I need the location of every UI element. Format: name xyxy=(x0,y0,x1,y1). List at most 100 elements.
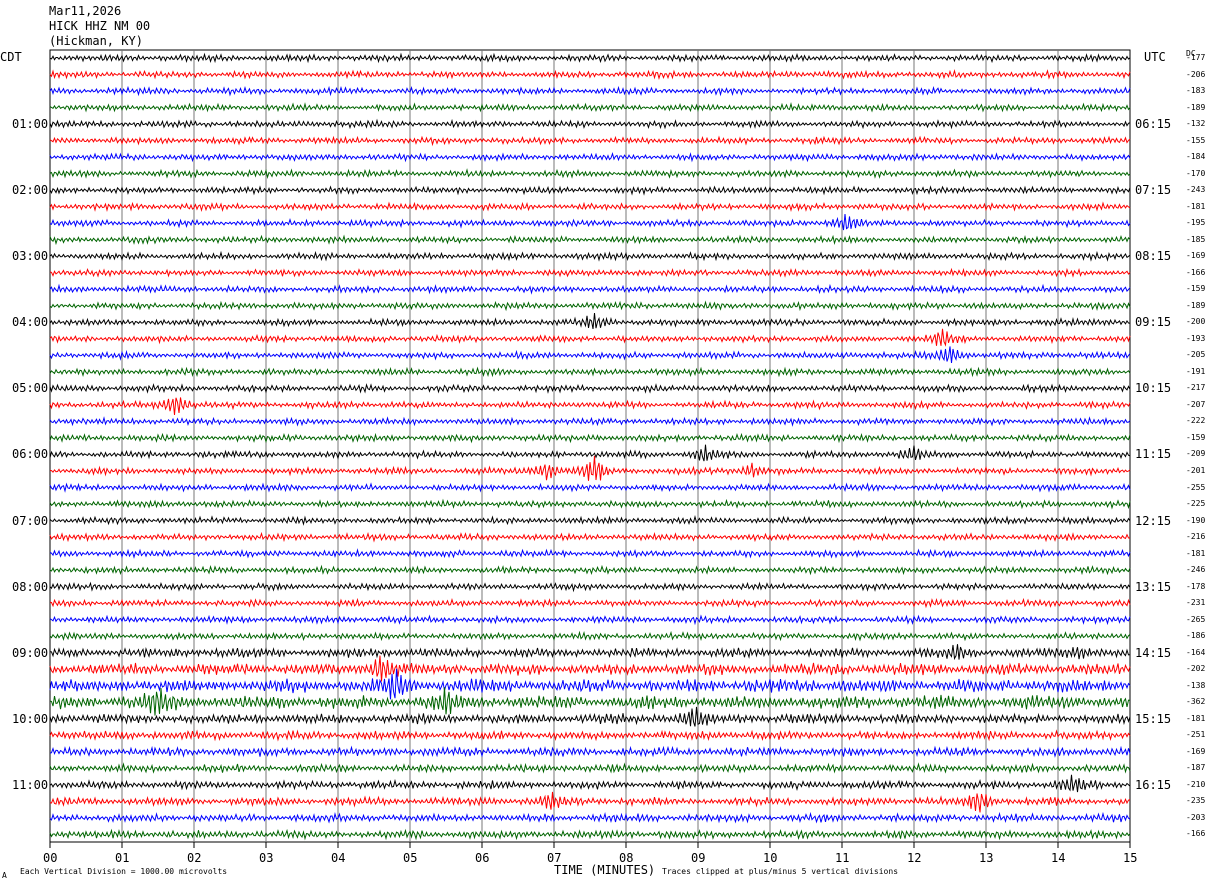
dc-offset-value: -243 xyxy=(1186,185,1206,195)
dc-label: DC xyxy=(1186,49,1196,58)
left-hour-label: 05:00 xyxy=(12,381,49,396)
dc-offset-value: -138 xyxy=(1186,680,1206,690)
right-hour-label: 06:15 xyxy=(1135,117,1172,132)
dc-offset-value: -155 xyxy=(1186,135,1206,145)
dc-offset-value: -183 xyxy=(1186,86,1206,96)
seismic-trace xyxy=(49,482,1131,493)
seismic-trace xyxy=(49,118,1131,130)
header-date: Mar11,2026 xyxy=(49,4,122,18)
dc-offset-value: -164 xyxy=(1186,647,1206,657)
dc-offset-value: -210 xyxy=(1186,779,1206,789)
dc-offset-value: -206 xyxy=(1186,69,1206,79)
dc-offset-value: -190 xyxy=(1186,515,1206,525)
seismic-trace xyxy=(49,581,1131,593)
dc-offset-value: -186 xyxy=(1186,631,1206,641)
seismic-trace xyxy=(49,531,1131,543)
dc-offset-value: -184 xyxy=(1186,152,1206,162)
seismic-trace xyxy=(49,52,1131,64)
seismic-trace xyxy=(49,328,1131,347)
x-tick-label: 08 xyxy=(619,851,634,865)
clip-note: Traces clipped at plus/minus 5 vertical … xyxy=(662,867,899,876)
header-location: (Hickman, KY) xyxy=(49,34,143,48)
seismic-trace xyxy=(49,811,1131,824)
seismic-trace xyxy=(49,312,1131,329)
dc-offset-value: -207 xyxy=(1186,399,1206,409)
dc-offset-value: -216 xyxy=(1186,532,1206,542)
seismic-trace xyxy=(49,366,1131,378)
dc-offset-value: -362 xyxy=(1186,697,1206,707)
left-hour-label: 10:00 xyxy=(12,711,49,726)
x-tick-label: 11 xyxy=(835,851,850,865)
dc-offset-value: -246 xyxy=(1186,565,1206,575)
dc-offset-value: -195 xyxy=(1186,218,1206,228)
dc-offset-value: -169 xyxy=(1186,251,1206,261)
seismic-trace xyxy=(49,213,1131,231)
x-tick-label: 03 xyxy=(259,851,274,865)
dc-offset-value: -166 xyxy=(1186,267,1206,277)
dc-offset-value: -201 xyxy=(1186,466,1206,475)
left-hour-label: 08:00 xyxy=(12,579,49,594)
right-hour-label: 10:15 xyxy=(1135,381,1172,396)
dc-offset-value: -159 xyxy=(1186,432,1206,442)
seismic-trace xyxy=(49,630,1131,642)
right-hour-label: 16:15 xyxy=(1135,777,1172,792)
dc-offset-value: -202 xyxy=(1186,664,1206,674)
dc-offset-value: -187 xyxy=(1186,763,1206,773)
dc-offset-value: -189 xyxy=(1186,102,1206,112)
seismic-trace xyxy=(49,444,1131,462)
dc-offset-value: -185 xyxy=(1186,234,1206,244)
seismic-trace xyxy=(49,828,1131,841)
x-tick-label: 01 xyxy=(115,851,130,865)
x-tick-label: 06 xyxy=(475,851,490,865)
dc-offset-value: -235 xyxy=(1186,796,1206,806)
dc-offset-value: -170 xyxy=(1186,168,1206,178)
seismic-trace xyxy=(49,729,1131,742)
right-timezone-label: UTC xyxy=(1144,50,1166,64)
dc-offset-value: -191 xyxy=(1186,366,1206,376)
seismic-trace xyxy=(49,706,1131,727)
dc-offset-value: -209 xyxy=(1186,449,1206,459)
x-tick-label: 13 xyxy=(979,851,994,865)
seismic-trace xyxy=(49,687,1131,716)
seismic-trace xyxy=(49,185,1131,196)
seismic-trace xyxy=(49,564,1131,576)
right-hour-label: 12:15 xyxy=(1135,513,1172,528)
dc-offset-value: -231 xyxy=(1186,598,1206,608)
x-tick-label: 05 xyxy=(403,851,418,865)
left-hour-label: 09:00 xyxy=(12,645,49,660)
seismic-trace xyxy=(49,668,1131,700)
corner-mark: A xyxy=(2,871,7,880)
right-hour-label: 15:15 xyxy=(1135,711,1172,726)
dc-offset-value: -178 xyxy=(1186,581,1206,591)
left-hour-label: 06:00 xyxy=(12,447,49,462)
left-hour-label: 03:00 xyxy=(12,249,49,264)
seismic-trace xyxy=(49,498,1131,510)
left-hour-label: 11:00 xyxy=(12,777,49,792)
seismic-trace xyxy=(49,267,1131,278)
right-hour-label: 07:15 xyxy=(1135,183,1172,198)
seismic-trace xyxy=(49,432,1131,444)
seismic-trace xyxy=(49,548,1131,559)
seismic-trace xyxy=(49,514,1131,526)
x-tick-label: 00 xyxy=(43,851,58,865)
dc-offset-value: -181 xyxy=(1186,201,1206,211)
right-hour-label: 13:15 xyxy=(1135,579,1172,594)
x-tick-label: 14 xyxy=(1051,851,1066,865)
dc-offset-value: -205 xyxy=(1186,350,1206,360)
seismic-trace xyxy=(49,102,1131,113)
seismic-trace xyxy=(49,614,1131,626)
x-tick-label: 07 xyxy=(547,851,562,865)
seismic-trace xyxy=(49,455,1131,481)
dc-offset-value: -193 xyxy=(1186,333,1206,343)
seismic-trace xyxy=(49,135,1131,147)
seismic-trace xyxy=(49,283,1131,295)
dc-offset-value: -222 xyxy=(1186,416,1206,426)
dc-offset-value: -181 xyxy=(1186,548,1206,558)
seismic-trace xyxy=(49,397,1131,415)
seismic-trace xyxy=(49,644,1131,661)
seismic-trace xyxy=(49,791,1131,813)
dc-offset-value: -181 xyxy=(1186,713,1206,723)
x-tick-label: 09 xyxy=(691,851,706,865)
x-tick-label: 10 xyxy=(763,851,778,865)
